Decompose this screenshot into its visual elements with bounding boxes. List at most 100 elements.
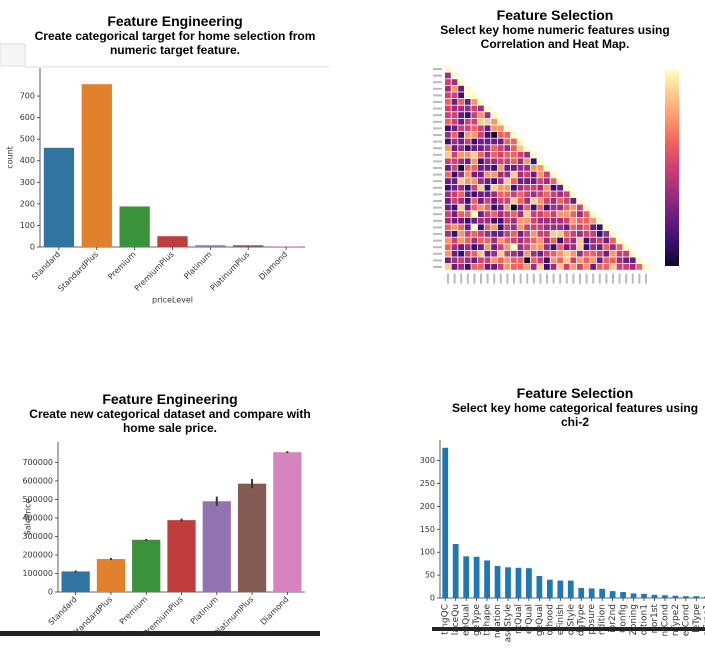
row-label-stub [433, 206, 442, 209]
heatmap-cell [537, 264, 544, 270]
heatmap-cell [471, 165, 478, 171]
row-label-stub [433, 226, 442, 229]
bar [132, 539, 161, 592]
row-label-stub [433, 107, 442, 110]
heatmap-cell [497, 132, 504, 138]
y-tick-label: 150 [420, 525, 435, 534]
heatmap-cell [563, 250, 570, 257]
bar [662, 595, 668, 598]
heatmap-cell [451, 244, 458, 250]
heatmap-cell [478, 224, 484, 231]
heatmap-cell [451, 79, 458, 85]
y-tick-label: 200000 [22, 550, 53, 559]
heatmap-cell [537, 165, 544, 171]
x-tick-label: ntCond [660, 604, 670, 636]
heatmap-cell [530, 211, 537, 217]
x-tick-label: dgType [577, 604, 587, 637]
heatmap-cell [464, 171, 471, 178]
heatmap-cell [445, 231, 451, 237]
heatmap-cell [590, 231, 596, 237]
heatmap-cell [563, 217, 570, 224]
heatmap-cell [458, 224, 464, 231]
heatmap-cell [596, 224, 603, 231]
heatmap-cell [478, 151, 484, 158]
heatmap-cell [445, 244, 451, 250]
heatmap-cell [504, 184, 511, 191]
heatmap-cell [445, 132, 451, 138]
heatmap-cell [484, 125, 491, 132]
heatmap-cell [537, 211, 544, 217]
heatmap-cell [524, 145, 530, 151]
bar [630, 593, 637, 598]
x-tick-label: geType [472, 604, 482, 636]
cell-border [432, 627, 705, 631]
heatmap-cell [517, 250, 524, 257]
heatmap-cell [511, 204, 517, 211]
heatmap-cell [557, 211, 563, 217]
heatmap-cell [464, 99, 471, 105]
heatmap-cell [458, 118, 464, 125]
heatmap-cell [491, 244, 497, 250]
heatmap-cell [530, 191, 537, 198]
heatmap-cell [577, 237, 583, 244]
heatmap-cell [524, 224, 530, 231]
col-label-stub [552, 273, 555, 284]
heatmap-cell [484, 132, 491, 138]
heatmap-cell [445, 165, 451, 171]
heatmap-cell [570, 191, 577, 198]
heatmap-cell [550, 264, 557, 270]
heatmap-cell [478, 105, 484, 112]
x-tick-label: etCond [681, 604, 691, 636]
y-tick-label: 200 [420, 502, 435, 511]
bar [682, 596, 689, 598]
x-tick-label: Diamond [257, 250, 289, 282]
col-label-stub [592, 273, 595, 284]
heatmap-cell [491, 264, 497, 270]
heatmap-cell [511, 211, 517, 217]
heatmap-cell [511, 198, 517, 204]
heatmap-cell [445, 211, 451, 217]
heatmap-cell [550, 237, 557, 244]
heatmap-cell [458, 171, 464, 178]
heatmap-cell [458, 79, 464, 85]
heatmap-cell [471, 250, 478, 257]
heatmap-cell [550, 198, 557, 204]
heatmap-cell [610, 244, 616, 250]
panel-heading: Feature Selection Select key home numeri… [425, 7, 685, 51]
heatmap-cell [504, 204, 511, 211]
heatmap-cell [464, 138, 471, 145]
heatmap-cell [590, 237, 596, 244]
heatmap-cell [524, 178, 530, 184]
heatmap-cell [530, 231, 537, 237]
heatmap-cell [464, 184, 471, 191]
heatmap-cell [458, 264, 464, 270]
heatmap-cell [464, 198, 471, 204]
heatmap-cell [458, 198, 464, 204]
heatmap-cell [511, 257, 517, 264]
bar [703, 596, 705, 598]
heatmap-cell [511, 237, 517, 244]
heatmap-cell [550, 178, 557, 184]
bar [202, 501, 231, 592]
bar [546, 579, 553, 598]
heatmap-cell [464, 105, 471, 112]
heatmap-cell [563, 224, 570, 231]
heatmap-cell [530, 217, 537, 224]
heatmap-cell [511, 171, 517, 178]
heatmap-cell [451, 250, 458, 257]
heatmap-cell [537, 257, 544, 264]
heatmap-cell [451, 125, 458, 132]
heatmap-cell [504, 191, 511, 198]
row-label-stub [433, 252, 442, 255]
heatmap-cell [497, 138, 504, 145]
heatmap-cell [524, 250, 530, 257]
col-label-stub [539, 273, 542, 284]
heatmap-cell [458, 105, 464, 112]
heatmap-cell [577, 264, 583, 270]
bar [43, 147, 75, 247]
heatmap-cell [491, 125, 497, 132]
heatmap-cell [451, 237, 458, 244]
heatmap-cell [484, 191, 491, 198]
x-tick-label: Platinum [182, 250, 213, 281]
heatmap-cell [471, 231, 478, 237]
